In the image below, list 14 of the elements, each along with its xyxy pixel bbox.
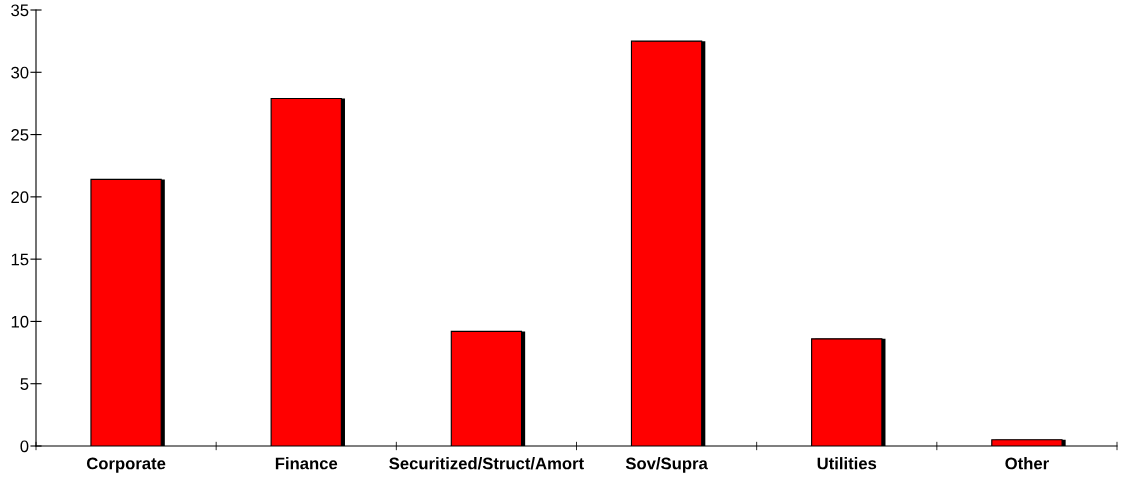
x-tick-label: Finance	[275, 457, 338, 470]
y-tick-label: 30	[11, 66, 29, 79]
x-tick-label: Securitized/Struct/Amort	[389, 457, 584, 470]
y-tick-label: 10	[11, 315, 29, 328]
x-tick-label: Other	[1005, 457, 1049, 470]
y-tick-label: 25	[11, 128, 29, 141]
y-tick-label: 0	[20, 440, 29, 453]
y-tick-label: 20	[11, 191, 29, 204]
x-tick-label: Utilities	[817, 457, 877, 470]
y-tick-label: 35	[11, 4, 29, 17]
y-tick-label: 5	[20, 378, 29, 390]
x-tick-label: Corporate	[86, 457, 166, 473]
y-tick-label: 15	[11, 253, 29, 266]
x-tick-label: Sov/Supra	[625, 457, 708, 473]
